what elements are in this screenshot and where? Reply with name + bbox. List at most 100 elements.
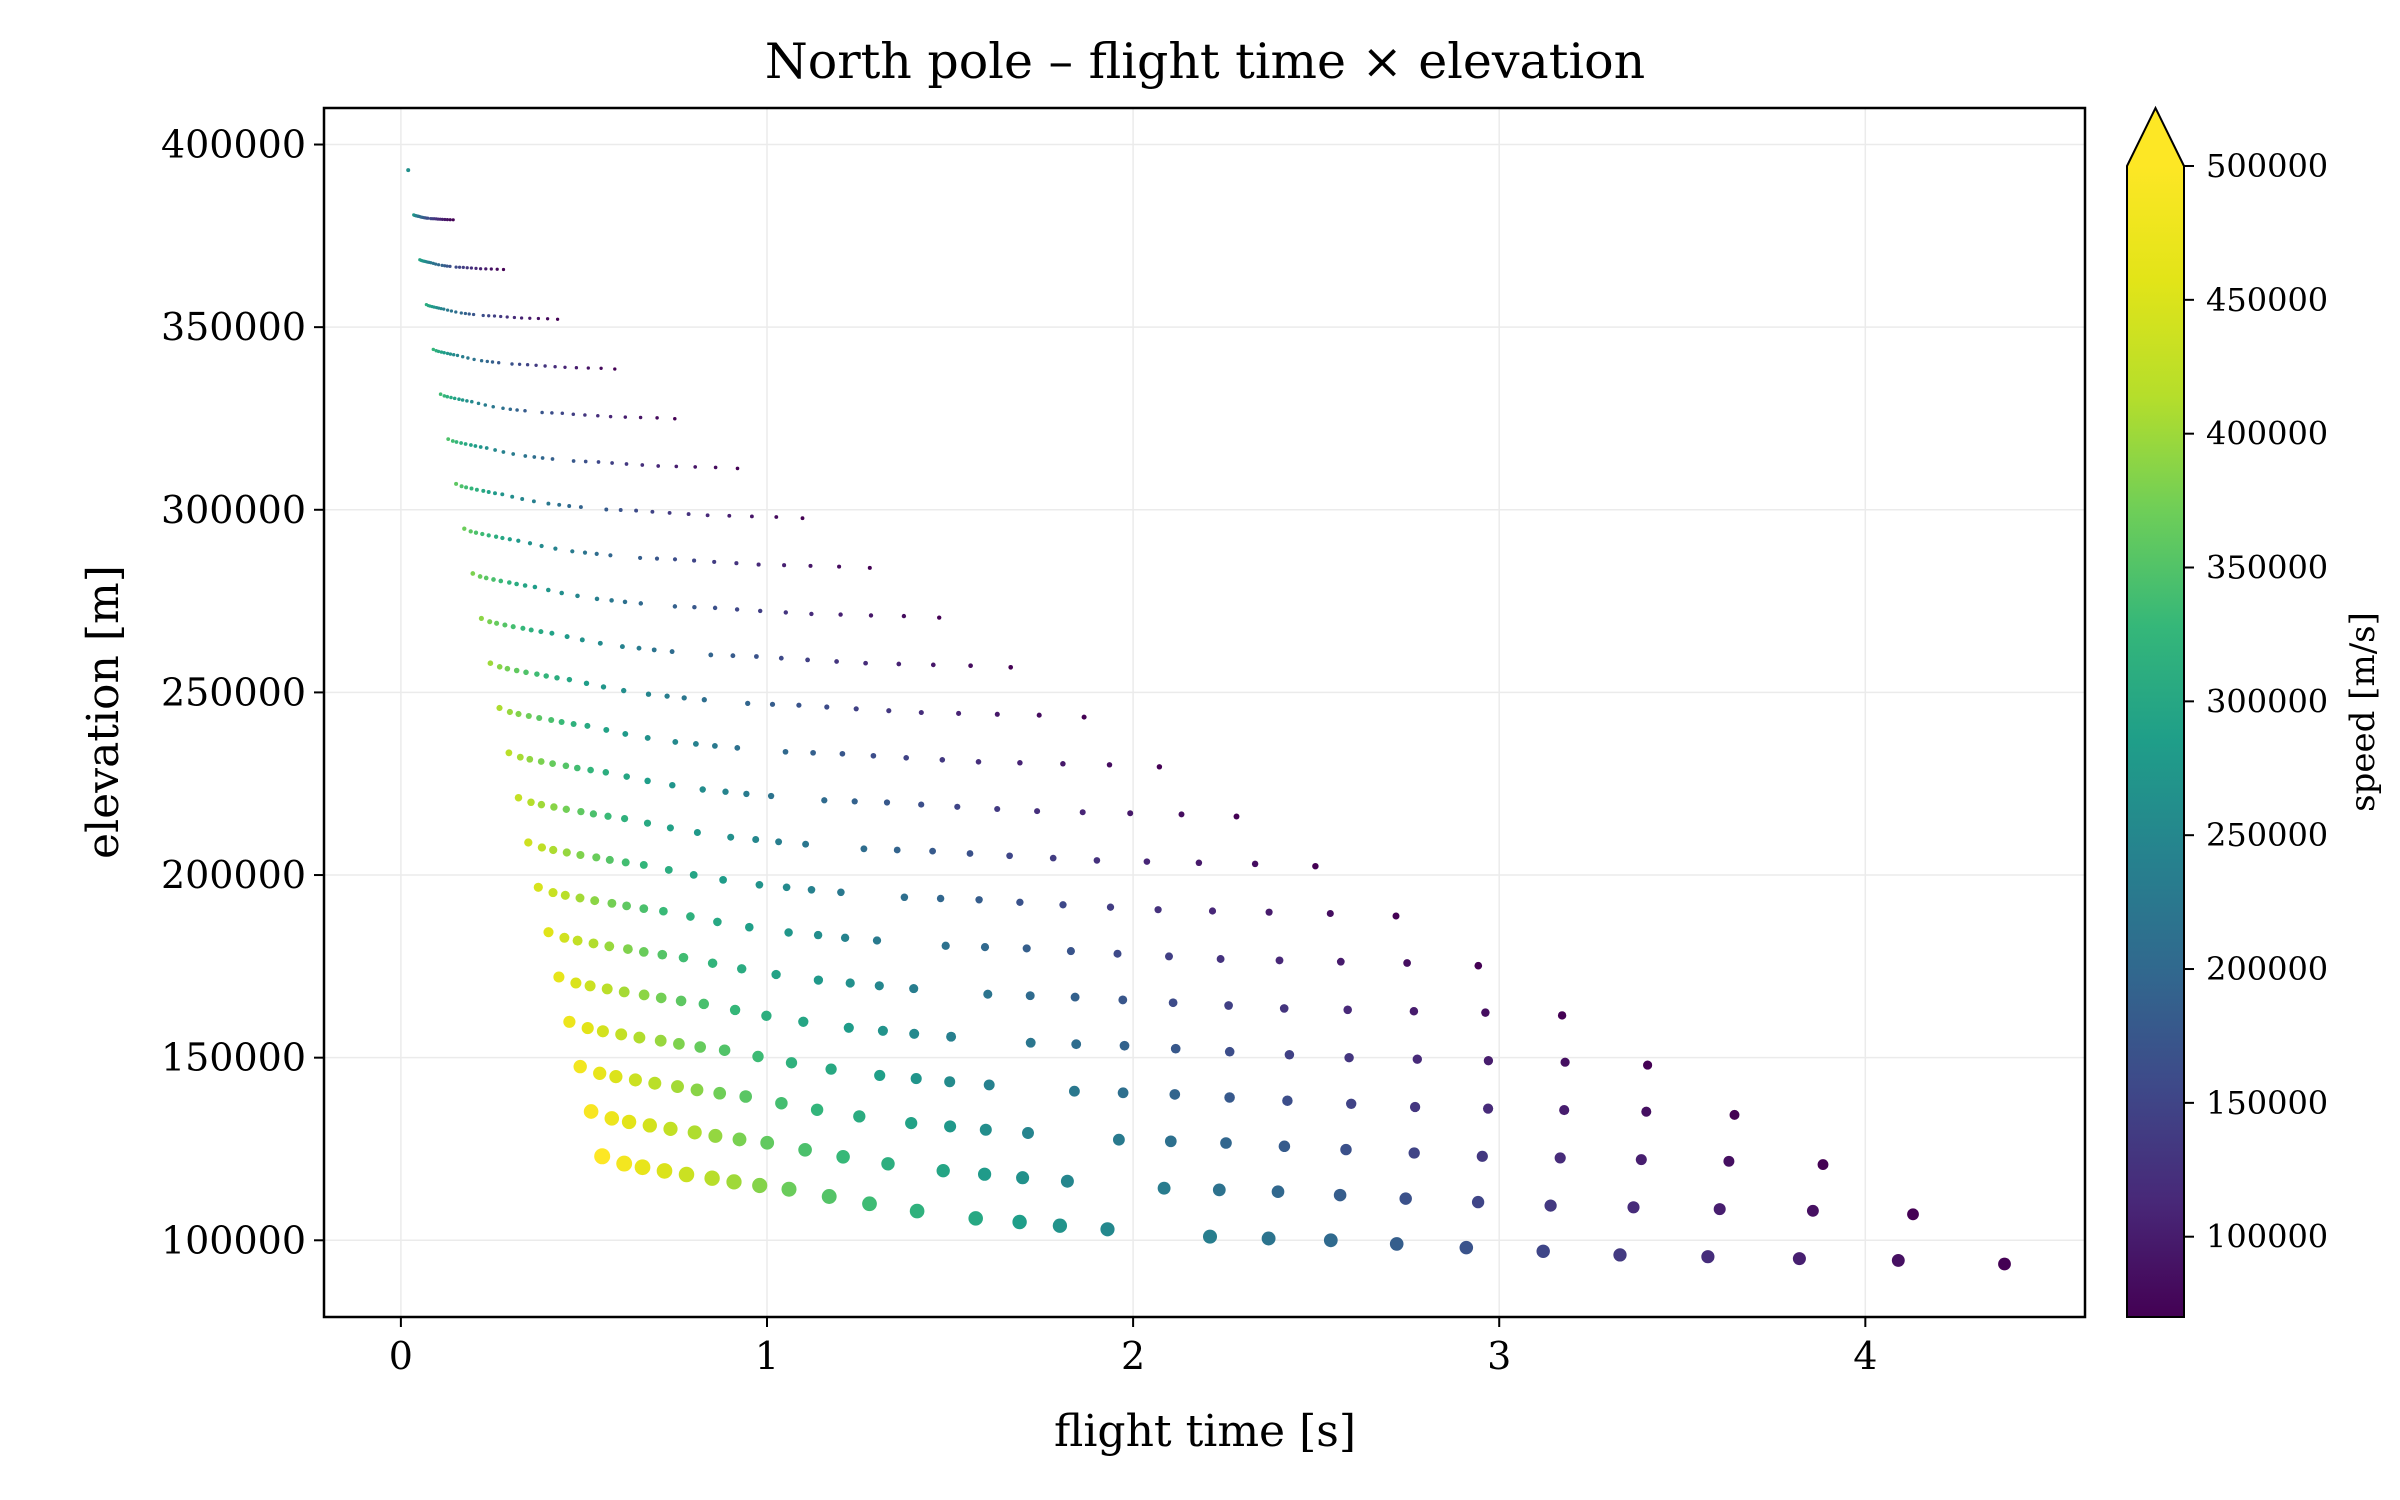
scatter-point [487, 619, 493, 625]
scatter-point [656, 1163, 673, 1179]
scatter-point [712, 559, 717, 564]
scatter-point [501, 267, 506, 272]
scatter-point [734, 561, 739, 566]
scatter-point [609, 598, 614, 603]
scatter-point [1178, 811, 1185, 818]
scatter-point [534, 363, 538, 367]
scatter-point [1036, 712, 1042, 718]
scatter-point [493, 448, 497, 452]
scatter-point [574, 366, 579, 370]
scatter-point [1265, 908, 1273, 916]
scatter-point [623, 944, 633, 954]
scatter-point [734, 745, 741, 751]
scatter-point [1471, 1195, 1485, 1209]
scatter-point [745, 700, 751, 707]
scatter-point [1806, 1204, 1819, 1217]
scatter-point [1613, 1248, 1627, 1262]
scatter-point [560, 411, 565, 416]
scatter-point [752, 1050, 764, 1063]
scatter-point [941, 941, 950, 950]
scatter-point [525, 712, 532, 720]
scatter-point [621, 1114, 637, 1130]
scatter-point [1282, 1095, 1293, 1106]
scatter-point [1723, 1155, 1735, 1167]
scatter-point [686, 912, 695, 921]
scatter-point [1208, 907, 1217, 915]
scatter-point [654, 556, 660, 561]
scatter-point [522, 583, 528, 588]
scatter-point [1336, 957, 1345, 966]
scatter-point [570, 549, 575, 554]
scatter-point [813, 975, 824, 985]
scatter-point [584, 722, 591, 729]
scatter-point [979, 1123, 992, 1136]
scatter-point [673, 416, 677, 421]
scatter-point [1093, 857, 1101, 864]
scatter-point [500, 492, 505, 497]
scatter-point [510, 362, 514, 366]
scatter-point [851, 798, 858, 805]
scatter-point [578, 505, 583, 510]
colorbar-tick-label: 100000 [2206, 1218, 2328, 1256]
scatter-point [659, 906, 668, 916]
scatter-point [460, 398, 465, 402]
scatter-point [483, 575, 489, 581]
scatter-point [1275, 956, 1284, 965]
scatter-point [834, 659, 839, 664]
scatter-point [502, 622, 508, 628]
scatter-point [1059, 901, 1067, 909]
scatter-point [537, 843, 547, 852]
scatter-point [566, 676, 573, 683]
scatter-point [596, 460, 601, 464]
scatter-point [718, 1044, 731, 1056]
scatter-point [872, 936, 882, 945]
scatter-point [756, 562, 761, 567]
scatter-point [638, 415, 643, 420]
scatter-point [874, 981, 884, 991]
scatter-point [810, 749, 816, 756]
scatter-point [597, 640, 603, 646]
scatter-point [1817, 1159, 1829, 1171]
scatter-point [471, 312, 476, 317]
scatter-point [1261, 1231, 1276, 1246]
scatter-point [687, 1125, 702, 1140]
scatter-point [689, 870, 698, 879]
scatter-point [527, 541, 533, 546]
scatter-point [1060, 1174, 1074, 1188]
scatter-point [588, 938, 599, 949]
y-tick-label: 400000 [161, 123, 306, 167]
scatter-point [589, 810, 598, 818]
scatter-point [966, 850, 974, 857]
scatter-point [494, 620, 500, 626]
scatter-point [1118, 995, 1128, 1005]
scatter-point [600, 684, 607, 690]
scatter-point [1278, 1140, 1291, 1153]
scatter-point [440, 263, 444, 268]
scatter-point [1220, 1137, 1232, 1149]
scatter-point [853, 706, 859, 712]
scatter-point [877, 1025, 888, 1036]
scatter-point [511, 452, 516, 456]
scatter-point [523, 409, 527, 413]
x-tick-label: 3 [1487, 1334, 1511, 1378]
scatter-point [543, 364, 547, 368]
scatter-point [713, 1086, 727, 1100]
scatter-point [504, 665, 511, 672]
scatter-point [553, 365, 557, 369]
scatter-point [493, 534, 499, 539]
scatter-point [445, 394, 450, 399]
scatter-point [1560, 1057, 1570, 1067]
scatter-point [517, 362, 522, 366]
scatter-point [956, 710, 962, 716]
scatter-point [469, 486, 474, 491]
scatter-point [994, 805, 1001, 813]
scatter-point [636, 645, 642, 651]
scatter-point [1212, 1183, 1226, 1197]
scatter-point [1025, 991, 1035, 1001]
scatter-point [436, 263, 441, 267]
scatter-point [783, 610, 788, 615]
scatter-point [564, 634, 570, 640]
scatter-point [1312, 862, 1319, 870]
scatter-point [975, 896, 983, 904]
scatter-point [1635, 1154, 1647, 1166]
